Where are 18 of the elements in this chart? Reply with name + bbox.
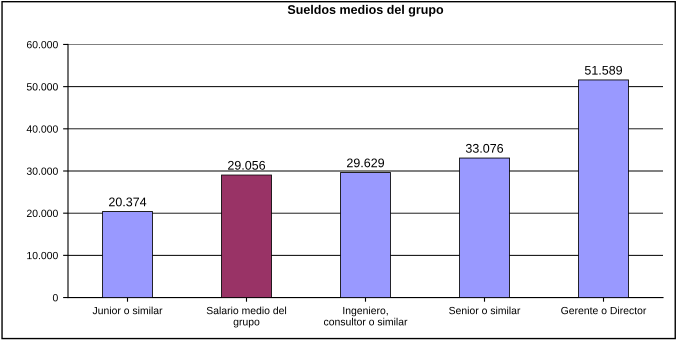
y-tick-label: 0: [52, 294, 58, 302]
y-tick-label: 30.000: [26, 168, 58, 175]
y-tick-label: 10.000: [27, 252, 58, 260]
x-tick-label: Salario medio del grupo: [206, 306, 286, 328]
x-tick-label: Junior o similar: [92, 306, 162, 314]
x-tick-label: Senior o similar: [449, 306, 520, 314]
data-label: 29.629: [347, 158, 384, 168]
chart-title: Sueldos medios del grupo: [288, 4, 444, 17]
data-label: 29.056: [228, 160, 266, 170]
data-label: 33.076: [466, 144, 504, 153]
x-tick-label: Gerente o Director: [561, 306, 646, 314]
data-label: 51.589: [584, 66, 622, 75]
y-tick-label: 50.000: [26, 83, 58, 91]
y-tick-label: 40.000: [26, 125, 58, 133]
y-tick-label: 20.000: [26, 210, 58, 218]
x-tick-label: Ingeniero, consultor o similar: [324, 306, 408, 326]
data-label: 20.374: [109, 198, 146, 206]
y-tick-label: 60.000: [26, 40, 58, 48]
